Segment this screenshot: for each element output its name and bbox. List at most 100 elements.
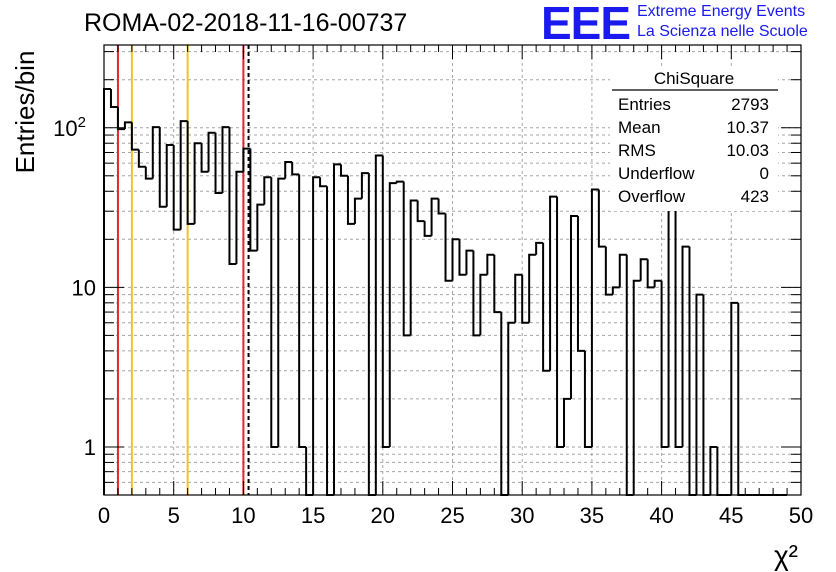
- histogram-bin: [590, 188, 599, 447]
- stats-label: RMS: [618, 141, 656, 160]
- histogram-bin: [123, 121, 132, 130]
- histogram-bin: [674, 191, 683, 448]
- histogram-bin: [158, 127, 167, 208]
- x-tick-label: 20: [371, 503, 395, 528]
- stats-label: Entries: [618, 95, 671, 114]
- axis-ticks: [103, 45, 802, 496]
- histogram-bin: [130, 122, 139, 151]
- histogram-bin: [200, 143, 209, 173]
- histogram-bin: [221, 126, 230, 194]
- stats-value: 10.37: [726, 118, 769, 137]
- histogram-bin: [702, 294, 711, 496]
- histogram-bin: [632, 279, 641, 495]
- stats-box: ChiSquare Entries 2793 Mean 10.37 RMS 10…: [610, 66, 778, 211]
- histogram-bin: [214, 132, 223, 195]
- histogram-bin: [423, 221, 432, 237]
- histogram-bin: [709, 445, 718, 495]
- stats-value: 2793: [731, 95, 769, 114]
- histogram-bin: [326, 186, 335, 496]
- histogram-bin: [144, 166, 153, 180]
- stats-title: ChiSquare: [654, 69, 734, 88]
- histogram-bin: [625, 254, 634, 496]
- histogram-bin: [179, 120, 188, 230]
- x-tick-label: 45: [719, 503, 743, 528]
- x-tick-label: 30: [510, 503, 534, 528]
- stats-value: 0: [760, 164, 769, 183]
- histogram-bin: [695, 293, 704, 495]
- histogram-bin: [116, 106, 125, 131]
- tick-labels: 0 5 10 15 20 25 30 35 40 45 50 1 10 102: [53, 114, 813, 528]
- x-tick-label: 5: [168, 503, 180, 528]
- logo-subtitle-line1: Extreme Energy Events: [637, 3, 806, 20]
- histogram-bin: [263, 176, 272, 205]
- histogram-bin: [653, 279, 662, 288]
- histogram-bin: [681, 245, 690, 447]
- run-title: ROMA-02-2018-11-16-00737: [84, 9, 408, 37]
- histogram-bin: [500, 312, 509, 496]
- stats-label: Overflow: [618, 187, 686, 206]
- histogram-bin: [193, 142, 202, 224]
- histogram-bin: [493, 254, 502, 314]
- stats-value: 10.03: [726, 141, 769, 160]
- histogram-bin: [360, 172, 369, 199]
- histogram-bin: [465, 249, 474, 275]
- histogram-bin: [103, 87, 111, 495]
- histogram-bin: [611, 286, 620, 295]
- histogram-bin: [660, 280, 669, 448]
- histogram-bin: [277, 177, 286, 447]
- histogram-bin: [249, 148, 258, 252]
- histogram-bin: [597, 189, 606, 248]
- histogram-bin: [298, 174, 307, 448]
- histogram-bin: [416, 200, 425, 223]
- y-tick-label: 102: [53, 114, 86, 141]
- histogram-bin: [333, 163, 341, 495]
- histogram-bin: [444, 213, 453, 282]
- histogram-bin: [549, 195, 558, 371]
- histogram-bin: [353, 197, 362, 224]
- histogram-bin: [556, 196, 565, 448]
- histogram-bin: [186, 121, 195, 225]
- histogram-bin: [381, 155, 390, 448]
- histogram-bin: [395, 180, 404, 184]
- x-tick-label: 25: [440, 503, 464, 528]
- histogram-bin: [346, 175, 355, 225]
- histogram-bin: [576, 215, 585, 352]
- histogram-bin: [284, 161, 293, 179]
- histogram-bin: [312, 176, 321, 495]
- eee-logo: EEE: [541, 0, 631, 49]
- histogram-bin: [137, 149, 146, 168]
- histogram-bin: [646, 259, 655, 289]
- histogram-bin: [583, 350, 592, 448]
- histogram-bin: [242, 147, 251, 172]
- x-tick-label: 0: [98, 503, 110, 528]
- y-tick-label: 10: [72, 275, 96, 300]
- histogram-bin: [339, 164, 348, 177]
- histogram-bin: [618, 253, 627, 288]
- histogram-bin: [604, 246, 613, 296]
- histogram-bin: [569, 214, 578, 399]
- x-tick-label: 10: [231, 503, 255, 528]
- histogram-bin: [402, 181, 411, 337]
- x-tick-label: 40: [649, 503, 673, 528]
- histogram-bin: [409, 199, 418, 336]
- stats-label: Underflow: [618, 164, 695, 183]
- histogram-bin: [528, 253, 537, 323]
- histogram-bin: [172, 144, 181, 231]
- x-tick-label: 50: [789, 503, 813, 528]
- histogram-bin: [514, 273, 523, 323]
- histogram-bin: [256, 203, 265, 251]
- histogram-bin: [479, 273, 488, 336]
- histogram-bin: [667, 190, 676, 447]
- histogram-bin: [563, 397, 571, 447]
- histogram-bin: [235, 170, 244, 265]
- histogram-bin: [639, 258, 648, 281]
- y-tick-label: 1: [84, 435, 96, 460]
- histogram-bin: [109, 88, 118, 108]
- histogram-bin: [730, 301, 739, 495]
- histogram-bin: [458, 239, 467, 276]
- histogram-bin: [228, 127, 237, 266]
- histogram-bin: [542, 242, 551, 372]
- cut-lines: [116, 45, 250, 495]
- histogram-bin: [437, 198, 446, 215]
